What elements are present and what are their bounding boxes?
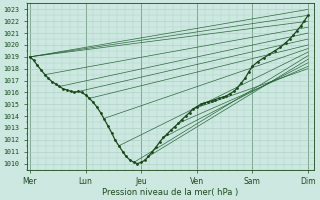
X-axis label: Pression niveau de la mer( hPa ): Pression niveau de la mer( hPa ) [102,188,238,197]
